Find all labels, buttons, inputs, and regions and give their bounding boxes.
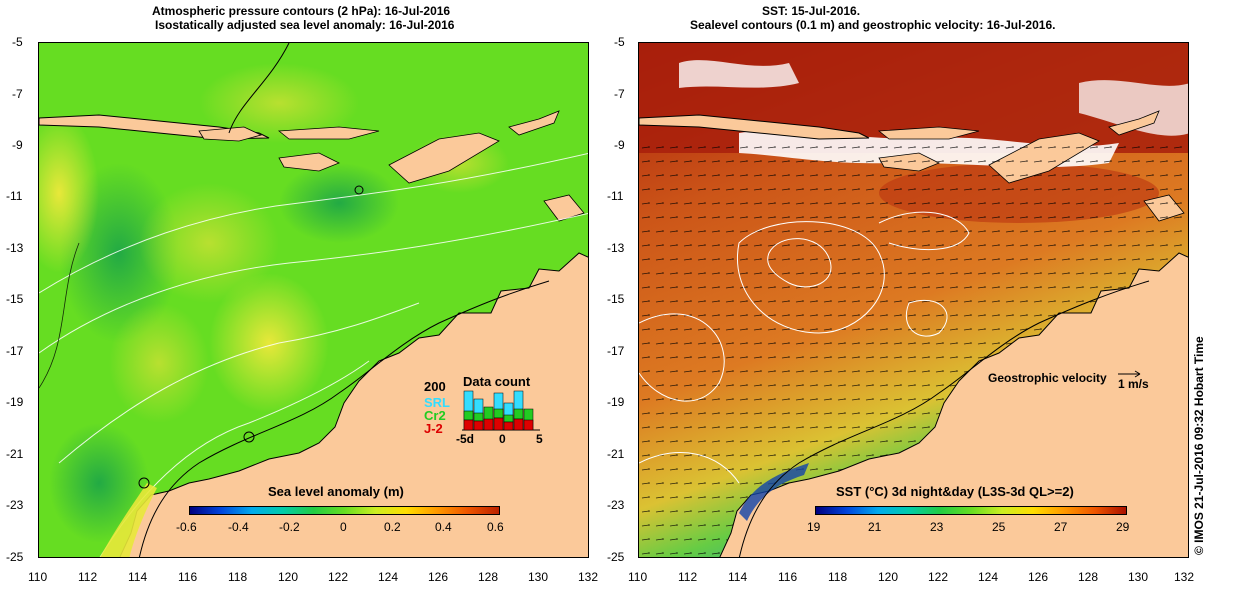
sst-tick-2: 23 bbox=[930, 520, 944, 534]
right-lon-tick: 116 bbox=[778, 570, 798, 584]
sea-level-anomaly-map-svg bbox=[39, 43, 588, 557]
right-lat-tick: -5 bbox=[614, 35, 625, 49]
left-lon-tick: 112 bbox=[78, 570, 98, 584]
velocity-scale-arrow bbox=[1118, 370, 1141, 378]
sla-tick-6: 0.6 bbox=[487, 520, 504, 534]
sst-map bbox=[638, 42, 1189, 558]
sst-tick-5: 29 bbox=[1116, 520, 1130, 534]
right-title-line1: SST: 15-Jul-2016. bbox=[762, 4, 861, 18]
right-lat-tick: -25 bbox=[607, 550, 625, 564]
data-count-max-label: 200 bbox=[424, 379, 446, 394]
left-lon-tick: 122 bbox=[328, 570, 349, 584]
data-count-title: Data count bbox=[463, 374, 531, 389]
data-count-tick-minus5d: -5d bbox=[456, 432, 474, 446]
right-lat-tick: -19 bbox=[607, 395, 625, 409]
left-lon-tick: 120 bbox=[278, 570, 299, 584]
left-lon-tick: 114 bbox=[128, 570, 148, 584]
data-count-histogram bbox=[462, 390, 540, 431]
left-lat-tick: -7 bbox=[12, 87, 23, 101]
sla-tick-1: -0.4 bbox=[228, 520, 249, 534]
left-lat-tick: -15 bbox=[6, 292, 24, 306]
left-lat-tick: -25 bbox=[6, 550, 24, 564]
right-lon-tick: 118 bbox=[828, 570, 848, 584]
right-lon-tick: 112 bbox=[678, 570, 698, 584]
data-count-tick-0: 0 bbox=[499, 432, 506, 446]
sst-tick-3: 25 bbox=[992, 520, 1006, 534]
right-lat-tick: -9 bbox=[614, 138, 625, 152]
sla-tick-3: 0 bbox=[340, 520, 347, 534]
series-j2: J-2 bbox=[424, 421, 443, 436]
sla-tick-0: -0.6 bbox=[176, 520, 197, 534]
left-title-line1: Atmospheric pressure contours (2 hPa): 1… bbox=[152, 4, 451, 18]
series-cr2: Cr2 bbox=[424, 408, 446, 423]
sst-tick-1: 21 bbox=[868, 520, 882, 534]
left-lon-tick: 124 bbox=[378, 570, 399, 584]
sst-tick-4: 27 bbox=[1054, 520, 1068, 534]
sst-tick-0: 19 bbox=[807, 520, 821, 534]
left-lat-tick: -13 bbox=[6, 241, 24, 255]
australia-mainland bbox=[719, 252, 1188, 557]
right-lon-tick: 124 bbox=[978, 570, 999, 584]
copyright-text: © IMOS 21-Jul-2016 09:32 Hobart Time bbox=[1192, 336, 1206, 555]
sla-tick-4: 0.2 bbox=[384, 520, 401, 534]
left-lon-tick: 116 bbox=[178, 570, 198, 584]
right-lon-tick: 120 bbox=[878, 570, 899, 584]
right-lat-tick: -23 bbox=[607, 498, 625, 512]
velocity-legend-label: Geostrophic velocity bbox=[988, 371, 1107, 385]
timor-island bbox=[388, 132, 500, 184]
sumba-island bbox=[278, 152, 340, 172]
left-lat-tick: -17 bbox=[6, 344, 24, 358]
right-lat-tick: -15 bbox=[607, 292, 625, 306]
sst-colorbar-title: SST (°C) 3d night&day (L3S-3d QL>=2) bbox=[836, 484, 1074, 499]
left-lon-tick: 128 bbox=[478, 570, 499, 584]
left-lon-tick: 126 bbox=[428, 570, 449, 584]
right-lat-tick: -21 bbox=[607, 447, 625, 461]
right-lon-tick: 126 bbox=[1028, 570, 1049, 584]
left-lat-tick: -5 bbox=[12, 35, 23, 49]
right-lat-tick: -7 bbox=[614, 87, 625, 101]
flores-island bbox=[277, 126, 380, 140]
left-lat-tick: -9 bbox=[12, 138, 23, 152]
sla-colorbar-title: Sea level anomaly (m) bbox=[268, 484, 404, 499]
left-lat-tick: -11 bbox=[6, 189, 23, 203]
sla-colorbar bbox=[189, 506, 500, 515]
right-lat-tick: -11 bbox=[607, 189, 624, 203]
right-title-line2: Sealevel contours (0.1 m) and geostrophi… bbox=[690, 18, 1056, 32]
right-lon-tick: 132 bbox=[1174, 570, 1195, 584]
histogram-bars bbox=[463, 390, 534, 431]
sst-map-svg bbox=[639, 43, 1188, 557]
left-lon-tick: 110 bbox=[28, 570, 48, 584]
sla-tick-5: 0.4 bbox=[435, 520, 452, 534]
right-lon-tick: 114 bbox=[728, 570, 748, 584]
left-lat-tick: -21 bbox=[6, 447, 24, 461]
right-lon-tick: 110 bbox=[628, 570, 648, 584]
velocity-scale-label: 1 m/s bbox=[1118, 377, 1149, 391]
right-lon-tick: 128 bbox=[1078, 570, 1099, 584]
left-title-line2: Isostatically adjusted sea level anomaly… bbox=[155, 18, 455, 32]
left-lon-tick: 118 bbox=[228, 570, 248, 584]
left-lat-tick: -23 bbox=[6, 498, 24, 512]
left-lon-tick: 130 bbox=[528, 570, 549, 584]
right-lat-tick: -13 bbox=[607, 241, 625, 255]
left-lat-tick: -19 bbox=[6, 395, 24, 409]
right-lon-tick: 130 bbox=[1128, 570, 1149, 584]
right-lon-tick: 122 bbox=[928, 570, 949, 584]
series-srl: SRL bbox=[424, 395, 450, 410]
sla-tick-2: -0.2 bbox=[279, 520, 300, 534]
right-lat-tick: -17 bbox=[607, 344, 625, 358]
data-count-tick-5: 5 bbox=[536, 432, 543, 446]
sea-level-anomaly-map bbox=[38, 42, 589, 558]
sst-colorbar bbox=[815, 506, 1127, 515]
left-lon-tick: 132 bbox=[578, 570, 599, 584]
